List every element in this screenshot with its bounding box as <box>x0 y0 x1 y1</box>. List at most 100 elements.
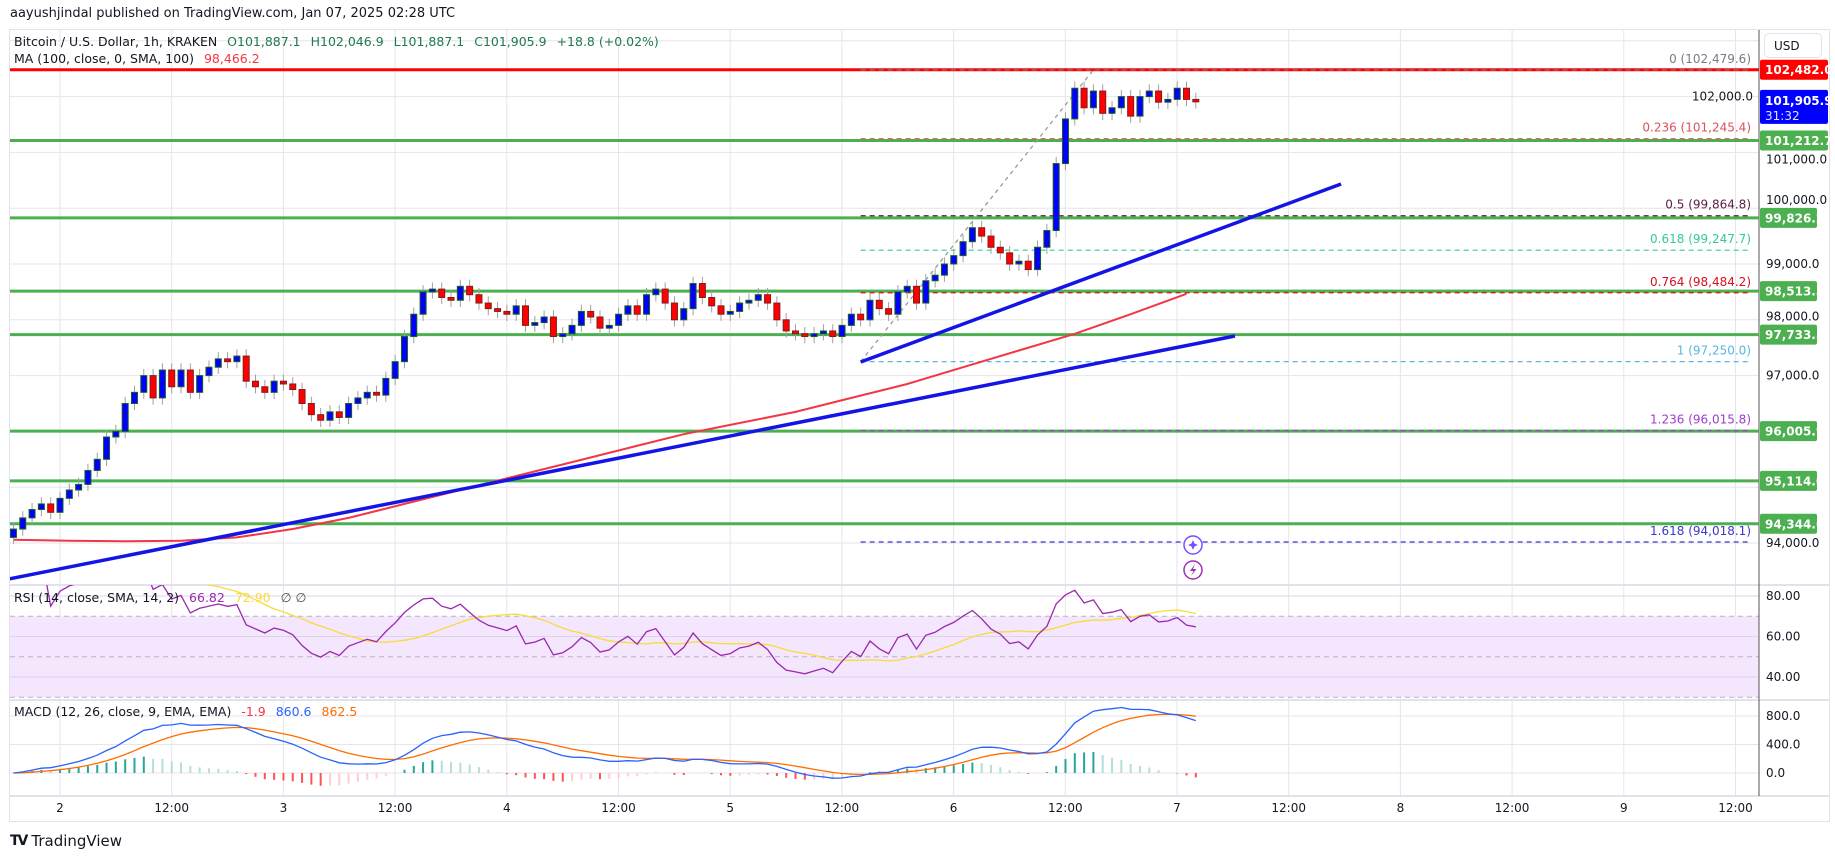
candle-body <box>540 316 548 324</box>
candle <box>708 290 716 313</box>
tradingview-logo[interactable]: TV TradingView <box>10 832 122 850</box>
macd-histogram-value: -1.9 <box>241 704 266 719</box>
low-value: L101,887.1 <box>393 34 465 49</box>
candle <box>1052 156 1060 238</box>
candle <box>252 374 260 394</box>
price-axis-tick: 99,000.0 <box>1766 257 1819 271</box>
candle <box>615 307 623 333</box>
open-value: O101,887.1 <box>227 34 301 49</box>
candle <box>978 221 986 243</box>
price-tag-label: 102,482.0 <box>1765 63 1833 77</box>
candle <box>391 354 399 386</box>
candle-body <box>326 411 334 421</box>
candle-body <box>1117 96 1125 109</box>
candle-body <box>363 391 371 399</box>
publisher-line: aayushjindal published on TradingView.co… <box>10 6 456 21</box>
candle-body <box>252 380 260 388</box>
candle-body <box>1127 96 1135 117</box>
macd-legend[interactable]: MACD (12, 26, close, 9, EMA, EMA) -1.9 8… <box>14 704 357 719</box>
candle-body <box>391 361 399 379</box>
candle-body <box>633 305 641 315</box>
symbol-legend[interactable]: Bitcoin / U.S. Dollar, 1h, KRAKEN O101,8… <box>14 34 665 49</box>
candle <box>1034 240 1042 277</box>
price-axis-tick: 94,000.0 <box>1766 536 1819 550</box>
candle <box>103 430 111 466</box>
candle-body <box>652 288 660 296</box>
price-tag-bg <box>1760 513 1817 534</box>
candle <box>531 315 539 333</box>
candle <box>903 279 911 299</box>
candle <box>1006 246 1014 271</box>
candle-body <box>419 291 427 315</box>
time-axis-label: 4 <box>503 801 511 815</box>
candle-body <box>866 299 874 321</box>
candle-body <box>428 288 436 293</box>
candle <box>987 229 995 254</box>
candle <box>47 497 55 520</box>
candle-body <box>717 305 725 315</box>
candle-body <box>754 294 762 301</box>
ma-legend[interactable]: MA (100, close, 0, SMA, 100) 98,466.2 <box>14 51 260 66</box>
candle <box>149 368 157 405</box>
candle <box>419 285 427 321</box>
candle <box>596 310 604 335</box>
candle <box>633 299 641 321</box>
candle-body <box>47 503 55 513</box>
time-axis-label: 8 <box>1397 801 1405 815</box>
time-axis-label: 12:00 <box>825 801 860 815</box>
candle <box>1183 81 1191 107</box>
candle-body <box>224 358 232 363</box>
candle-body <box>568 324 576 335</box>
time-axis-label: 12:00 <box>1495 801 1530 815</box>
candle-body <box>1155 90 1163 103</box>
candle <box>1015 254 1023 271</box>
macd-signal-value: 862.5 <box>321 704 358 719</box>
candle-body <box>857 313 865 321</box>
candle-body <box>345 403 353 418</box>
candle-body <box>168 369 176 388</box>
candle <box>28 502 36 525</box>
candle-body <box>782 319 790 332</box>
candle-body <box>512 305 520 315</box>
candle <box>885 301 893 321</box>
candle <box>1164 92 1172 109</box>
candle-body <box>93 458 101 471</box>
price-tag: 101,212.7 <box>1760 130 1833 151</box>
time-axis-label: 12:00 <box>154 801 189 815</box>
candle-body <box>950 255 958 265</box>
candle-body <box>121 403 129 432</box>
currency-button[interactable]: USD <box>1764 33 1822 58</box>
candle-body <box>931 274 939 282</box>
candle <box>847 307 855 333</box>
candle-body <box>829 330 837 338</box>
candle-body <box>903 285 911 293</box>
candle-body <box>103 436 111 460</box>
candle <box>1099 84 1107 121</box>
rsi-legend[interactable]: RSI (14, close, SMA, 14, 2) 66.82 72.90 … <box>14 590 306 605</box>
candle-body <box>913 285 921 304</box>
time-axis-label: 2 <box>56 801 64 815</box>
tradingview-logo-icon: TV <box>10 833 28 849</box>
candle-body <box>28 509 36 519</box>
candle-body <box>968 227 976 243</box>
candle <box>791 324 799 341</box>
rsi-axis-tick: 40.00 <box>1766 670 1800 684</box>
candle-body <box>158 369 166 399</box>
candle <box>745 293 753 310</box>
candle <box>959 234 967 263</box>
candle <box>37 497 45 517</box>
price-tag-bg <box>1760 324 1817 345</box>
candle-body <box>1136 96 1144 117</box>
price-axis-tick: 97,000.0 <box>1766 369 1819 383</box>
candle-body <box>65 489 73 499</box>
macd-pane <box>13 706 1197 786</box>
candle-body <box>764 294 772 304</box>
candle-body <box>801 333 809 338</box>
candle-body <box>317 414 325 421</box>
candle-body <box>698 283 706 298</box>
candle <box>866 293 874 327</box>
rsi-extra: ∅ ∅ <box>280 590 307 605</box>
time-axis-label: 12:00 <box>378 801 413 815</box>
candle <box>1192 92 1200 109</box>
